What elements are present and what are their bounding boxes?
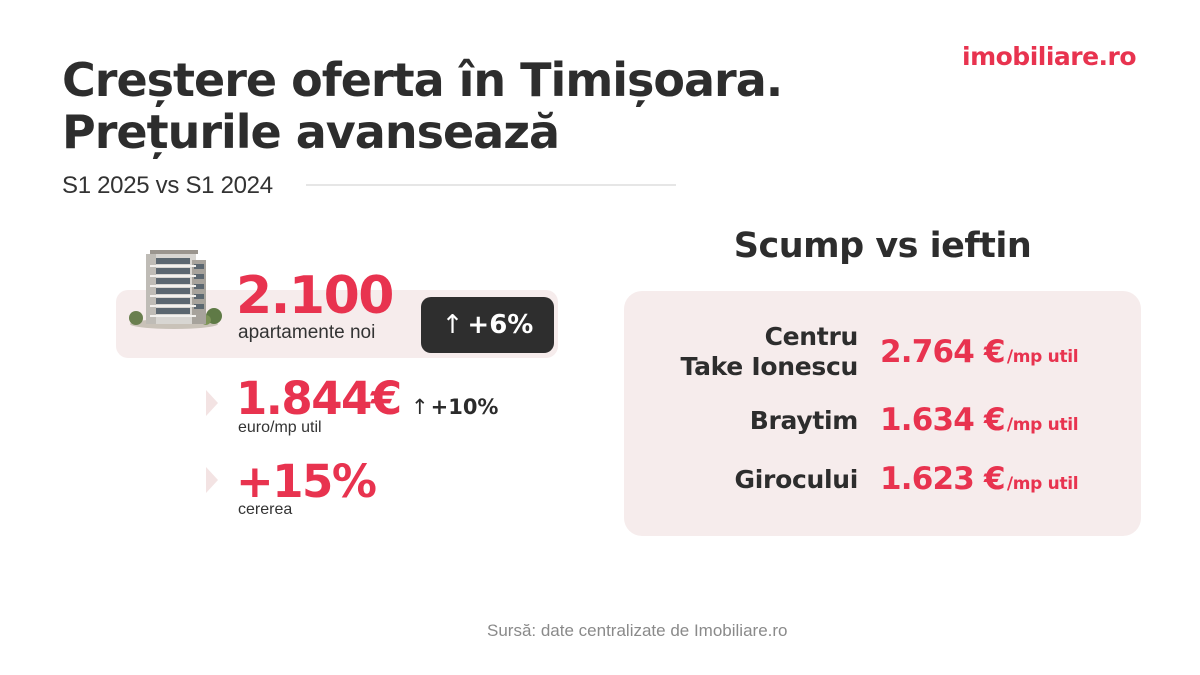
zone-price-value: 2.764 € xyxy=(880,334,1006,370)
demand-value: +15% xyxy=(236,455,377,508)
zone-price-value: 1.623 € xyxy=(880,461,1006,497)
arrow-up-icon: ↑ xyxy=(411,395,429,419)
apartments-change-badge: ↑ +6% xyxy=(421,297,554,353)
price-value: 1.844€ xyxy=(236,372,402,425)
zone-name: Braytim xyxy=(749,406,859,436)
zone-price: 2.764 €/mp util xyxy=(880,334,1079,370)
zone-name-line: Centru xyxy=(764,322,859,351)
zone-price: 1.634 €/mp util xyxy=(880,402,1079,438)
zone-price-value: 1.634 € xyxy=(880,402,1006,438)
subtitle-divider xyxy=(306,184,676,186)
apartments-label: apartamente noi xyxy=(238,322,376,343)
comparison-panel xyxy=(624,291,1141,536)
zone-price: 1.623 €/mp util xyxy=(880,461,1079,497)
zone-name-line: Take Ionescu xyxy=(680,352,859,381)
apartments-change-value: +6% xyxy=(467,310,534,340)
apartments-value: 2.100 xyxy=(236,266,394,326)
page-title: Creștere oferta în Timișoara. Prețurile … xyxy=(62,54,922,158)
title-line-2: Prețurile avansează xyxy=(62,105,560,159)
brand-logo: imobiliare.ro xyxy=(962,42,1137,71)
arrow-up-icon: ↑ xyxy=(441,310,464,340)
zone-price-unit: /mp util xyxy=(1006,347,1079,367)
demand-label: cererea xyxy=(238,501,293,518)
period-subtitle: S1 2025 vs S1 2024 xyxy=(62,172,273,199)
bullet-triangle-icon xyxy=(206,390,218,416)
zone-name: Girocului xyxy=(734,465,859,495)
price-label: euro/mp util xyxy=(238,419,322,436)
zone-name: Centru Take Ionescu xyxy=(680,322,859,382)
price-change: ↑+10% xyxy=(411,395,498,419)
price-change-value: +10% xyxy=(430,395,499,419)
comparison-title: Scump vs ieftin xyxy=(733,226,1032,266)
title-line-1: Creștere oferta în Timișoara. xyxy=(62,53,783,107)
zone-name-line: Braytim xyxy=(749,406,859,435)
zone-price-unit: /mp util xyxy=(1006,474,1079,494)
zone-name-line: Girocului xyxy=(734,465,859,494)
zone-price-unit: /mp util xyxy=(1006,415,1079,435)
source-note: Sursă: date centralizate de Imobiliare.r… xyxy=(487,621,788,640)
bullet-triangle-icon xyxy=(206,467,218,493)
apartment-building-image xyxy=(129,250,222,329)
